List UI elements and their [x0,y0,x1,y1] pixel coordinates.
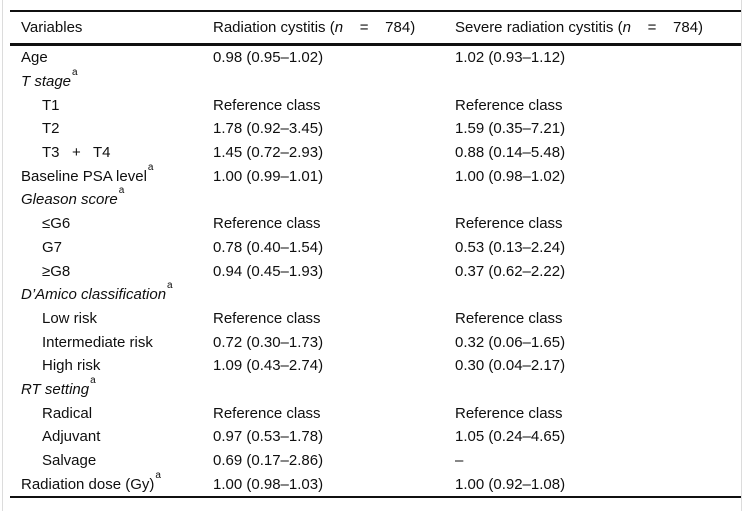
regression-results-table: Variables Radiation cystitis (n = 784) S… [10,10,741,499]
variable-label: Radiation dose (Gy)a [21,469,161,493]
severe-radiation-cystitis-value: 0.30 (0.04–2.17) [455,357,566,375]
variable-label: T stagea [21,67,78,91]
severe-radiation-cystitis-value: – [455,452,464,470]
radiation-cystitis-value: 0.97 (0.53–1.78) [213,428,324,446]
header-severe-radiation-cystitis: Severe radiation cystitis (n = 784) [455,19,741,36]
page-edge-line-left [2,0,3,511]
table-header-row: Variables Radiation cystitis (n = 784) S… [10,12,741,46]
radiation-cystitis-value: Reference class [213,96,321,114]
radiation-cystitis-value: 1.78 (0.92–3.45) [213,120,324,138]
variable-label: Baseline PSA levela [21,161,154,185]
table-row: Gleason scorea [10,185,741,212]
variable-label: Adjuvant [42,428,101,446]
header-n-symbol: n [334,19,344,36]
severe-radiation-cystitis-value: Reference class [455,215,563,233]
radiation-cystitis-value: 1.00 (0.98–1.03) [213,475,324,493]
radiation-cystitis-value: Reference class [213,404,321,422]
table-row: ≥G8 0.94 (0.45–1.93) 0.37 (0.62–2.22) [10,259,741,283]
radiation-cystitis-value: 1.09 (0.43–2.74) [213,357,324,375]
table-row: Low risk Reference class Reference class [10,307,741,331]
radiation-cystitis-value: 1.00 (0.99–1.01) [213,167,324,185]
radiation-cystitis-value: 0.72 (0.30–1.73) [213,333,324,351]
table-row: Salvage 0.69 (0.17–2.86) – [10,449,741,473]
table-row: Radical Reference class Reference class [10,401,741,425]
severe-radiation-cystitis-value: 0.53 (0.13–2.24) [455,238,566,256]
variable-label: ≥G8 [42,262,71,280]
severe-radiation-cystitis-value: Reference class [455,309,563,327]
table-row: Adjuvant 0.97 (0.53–1.78) 1.05 (0.24–4.65) [10,425,741,449]
radiation-cystitis-value: 0.78 (0.40–1.54) [213,238,324,256]
variable-label: Low risk [42,309,98,327]
severe-radiation-cystitis-value: 0.37 (0.62–2.22) [455,262,566,280]
header-radiation-cystitis-count: = 784) [343,19,416,36]
severe-radiation-cystitis-value: 0.32 (0.06–1.65) [455,333,566,351]
table-row: Baseline PSA levela 1.00 (0.99–1.01) 1.00 … [10,161,741,188]
variable-label: G7 [42,238,63,256]
header-n-symbol: n [622,19,631,36]
footnote-marker: a [167,280,173,292]
severe-radiation-cystitis-value: 1.00 (0.92–1.08) [455,475,566,493]
variable-label: RT settinga [21,374,96,398]
footnote-marker: a [118,185,125,197]
footnote-marker: a [155,469,161,481]
table-row: Age 0.98 (0.95–1.02) 1.02 (0.93–1.12) [10,46,741,70]
variable-label: ≤G6 [42,215,71,233]
severe-radiation-cystitis-value: 1.00 (0.98–1.02) [455,167,566,185]
variable-label: T1 [42,96,60,114]
footnote-marker: a [72,67,78,79]
variable-label: D’Amico classificationa [21,280,173,304]
table-body: Age 0.98 (0.95–1.02) 1.02 (0.93–1.12) T sta… [10,46,741,499]
table-row: T stagea [10,67,741,94]
page-edge-line-right [741,0,742,511]
severe-radiation-cystitis-value: Reference class [455,96,563,114]
variable-label: T2 [42,120,60,138]
table-row: T2 1.78 (0.92–3.45) 1.59 (0.35–7.21) [10,117,741,141]
header-radiation-cystitis-text: Radiation cystitis ( [213,19,335,36]
header-severe-count: = 784) [630,19,704,36]
variable-label: Radical [42,404,93,422]
severe-radiation-cystitis-value: 0.88 (0.14–5.48) [455,144,566,162]
variable-label: Salvage [42,452,97,470]
severe-radiation-cystitis-value: 1.05 (0.24–4.65) [455,428,566,446]
severe-radiation-cystitis-value: 1.59 (0.35–7.21) [455,120,566,138]
variable-label: Gleason scorea [21,185,125,209]
table-row: High risk 1.09 (0.43–2.74) 0.30 (0.04–2.17… [10,354,741,378]
variable-label: Intermediate risk [42,333,153,351]
footnote-marker: a [90,374,96,386]
header-radiation-cystitis: Radiation cystitis (n = 784) [213,19,455,36]
radiation-cystitis-value: 0.94 (0.45–1.93) [213,262,324,280]
severe-radiation-cystitis-value: 1.02 (0.93–1.12) [455,49,566,67]
table-row: Radiation dose (Gy)a 1.00 (0.98–1.03) 1.00… [10,469,741,496]
severe-radiation-cystitis-value: Reference class [455,404,563,422]
table-row: Intermediate risk 0.72 (0.30–1.73) 0.32 (0… [10,330,741,354]
table-row: G7 0.78 (0.40–1.54) 0.53 (0.13–2.24) [10,236,741,260]
variable-label: High risk [42,357,101,375]
table-row: ≤G6 Reference class Reference class [10,212,741,236]
variable-label: Age [21,49,48,67]
radiation-cystitis-value: 0.98 (0.95–1.02) [213,49,324,67]
radiation-cystitis-value: Reference class [213,309,321,327]
variable-label: T3 + T4 [42,144,111,162]
radiation-cystitis-value: 1.45 (0.72–2.93) [213,144,324,162]
header-severe-text: Severe radiation cystitis ( [455,19,623,36]
table-row: T3 + T4 1.45 (0.72–2.93) 0.88 (0.14–5.48) [10,141,741,165]
table-row: RT settinga [10,374,741,402]
radiation-cystitis-value: Reference class [213,215,321,233]
table-row: D’Amico classificationa [10,280,741,307]
table-row: T1 Reference class Reference class [10,93,741,117]
header-variables: Variables [21,19,83,36]
footnote-marker: a [147,161,154,173]
radiation-cystitis-value: 0.69 (0.17–2.86) [213,452,324,470]
